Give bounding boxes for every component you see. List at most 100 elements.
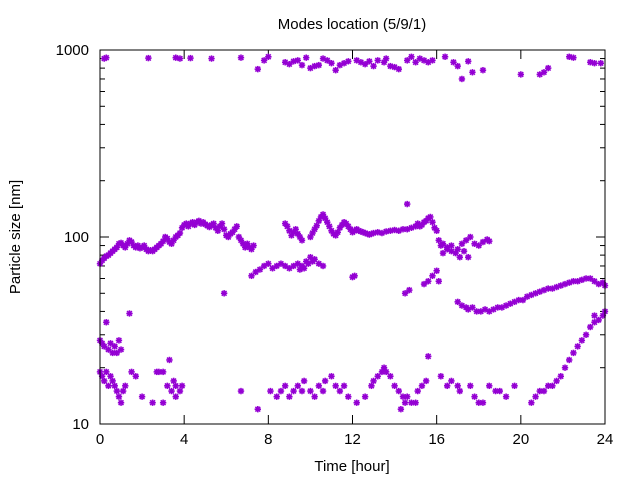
data-point xyxy=(300,377,308,385)
y-axis-label: Particle size [nm] xyxy=(7,180,24,294)
data-point xyxy=(309,258,316,265)
data-point xyxy=(254,405,262,413)
data-point xyxy=(597,59,604,67)
data-point xyxy=(439,249,447,257)
data-point xyxy=(454,62,461,70)
chart-title: Modes location (5/9/1) xyxy=(278,16,426,33)
data-point xyxy=(315,61,323,69)
x-tick-label: 24 xyxy=(597,431,614,448)
data-point xyxy=(111,382,118,390)
y-tick-label: 10 xyxy=(72,416,89,433)
x-axis-label: Time [hour] xyxy=(314,458,389,475)
data-point xyxy=(456,387,464,395)
data-point xyxy=(298,387,306,395)
data-point xyxy=(328,59,335,67)
data-point xyxy=(587,275,594,282)
data-point xyxy=(429,218,436,226)
data-point xyxy=(176,229,184,237)
data-point xyxy=(324,57,331,64)
data-point xyxy=(574,343,581,350)
data-point xyxy=(395,387,402,395)
data-point xyxy=(540,387,548,395)
data-point xyxy=(441,53,449,60)
data-point xyxy=(433,267,440,274)
data-point xyxy=(429,57,436,64)
data-point xyxy=(433,227,440,234)
data-point xyxy=(351,272,358,280)
x-tick-label: 16 xyxy=(428,431,445,448)
data-point xyxy=(159,368,167,376)
data-point xyxy=(412,399,419,406)
data-point xyxy=(122,382,129,390)
data-point xyxy=(290,387,297,395)
data-point xyxy=(107,340,114,347)
data-point xyxy=(456,253,464,261)
data-point xyxy=(315,382,323,390)
data-point xyxy=(286,393,293,400)
data-point xyxy=(496,387,503,395)
data-point xyxy=(475,242,482,249)
data-point xyxy=(511,382,518,390)
data-point xyxy=(437,373,445,380)
data-point xyxy=(595,316,602,324)
data-point xyxy=(374,229,381,236)
data-point xyxy=(111,343,118,350)
data-point xyxy=(340,382,348,390)
data-point xyxy=(273,393,280,400)
data-point xyxy=(166,356,173,364)
data-point xyxy=(101,377,108,385)
data-point xyxy=(303,54,310,61)
data-point xyxy=(176,55,184,62)
data-point xyxy=(374,373,381,380)
data-point xyxy=(115,393,123,400)
data-point xyxy=(528,399,535,406)
data-point xyxy=(414,387,421,395)
data-point xyxy=(591,312,598,319)
data-point xyxy=(117,346,125,353)
data-point xyxy=(544,64,552,72)
data-point xyxy=(307,387,314,395)
data-point xyxy=(361,60,369,68)
y-tick-label: 1000 xyxy=(56,42,89,59)
data-point xyxy=(467,233,474,241)
data-point xyxy=(286,60,293,68)
data-point xyxy=(401,290,409,297)
data-point xyxy=(250,242,257,249)
data-point xyxy=(332,382,339,390)
data-point xyxy=(328,373,335,380)
data-point xyxy=(101,343,108,350)
data-point xyxy=(368,382,375,390)
data-point xyxy=(103,54,110,61)
data-point xyxy=(109,377,116,385)
data-point xyxy=(517,71,525,78)
data-point xyxy=(370,377,377,385)
data-point xyxy=(265,260,272,267)
data-point xyxy=(345,58,352,65)
data-point xyxy=(176,387,184,395)
data-point xyxy=(443,382,451,390)
data-point xyxy=(233,223,240,230)
data-point xyxy=(587,323,594,331)
data-point xyxy=(319,262,327,270)
data-point xyxy=(220,290,228,297)
data-point xyxy=(126,310,133,317)
data-point xyxy=(145,54,152,62)
data-point xyxy=(294,382,301,390)
data-point xyxy=(105,382,112,390)
data-point xyxy=(382,368,390,376)
data-point xyxy=(404,393,411,400)
data-point xyxy=(103,368,110,376)
data-point xyxy=(448,242,455,249)
data-point xyxy=(465,253,472,261)
data-point xyxy=(467,382,474,390)
data-point xyxy=(267,387,274,395)
data-point xyxy=(248,272,255,280)
data-point xyxy=(566,356,573,364)
data-point xyxy=(418,382,426,390)
data-point xyxy=(319,387,327,395)
data-point xyxy=(460,247,468,255)
data-point xyxy=(454,382,461,390)
x-tick-label: 8 xyxy=(264,431,272,448)
